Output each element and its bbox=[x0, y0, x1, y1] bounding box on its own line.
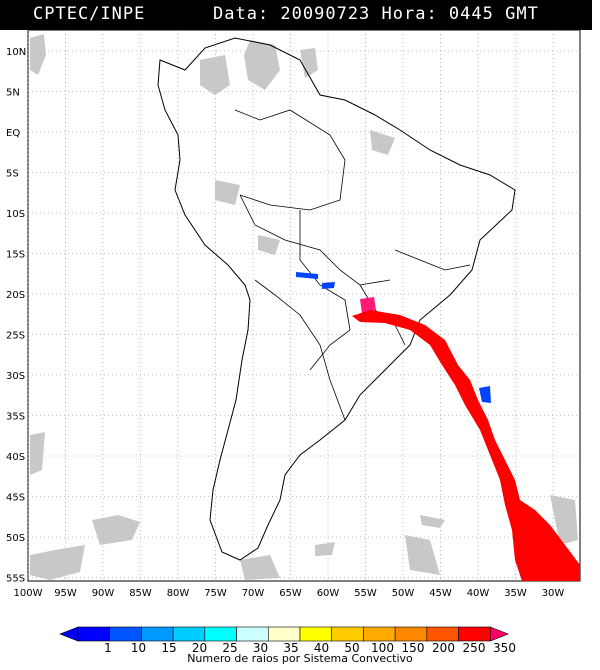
lon-label: 80W bbox=[167, 588, 190, 599]
lon-label: 50W bbox=[392, 588, 415, 599]
south-america-coastline bbox=[157, 37, 516, 561]
lat-label: 15S bbox=[6, 250, 25, 261]
title-bar: CPTEC/INPE Data: 20090723 Hora: 0445 GMT bbox=[0, 0, 592, 30]
lon-label: 85W bbox=[129, 588, 152, 599]
legend-value: 25 bbox=[222, 641, 237, 655]
lon-label: 60W bbox=[317, 588, 340, 599]
lat-label: 30S bbox=[6, 371, 25, 382]
lat-label: 10N bbox=[6, 47, 26, 58]
country-borders bbox=[234, 109, 471, 421]
lightning-map: 10N5NEQ5S10S15S20S25S30S35S40S45S50S55S … bbox=[6, 30, 581, 655]
legend-value: 20 bbox=[192, 641, 207, 655]
legend-swatch bbox=[141, 626, 174, 642]
legend-value: 200 bbox=[432, 641, 455, 655]
lat-label: 55S bbox=[6, 574, 25, 585]
legend-swatch bbox=[172, 626, 206, 642]
legend-value: 1 bbox=[104, 641, 112, 655]
legend-swatch bbox=[394, 626, 428, 642]
legend-value: 15 bbox=[161, 641, 176, 655]
lon-label: 35W bbox=[504, 588, 527, 599]
lat-label: 25S bbox=[6, 331, 25, 342]
lon-label: 55W bbox=[354, 588, 377, 599]
lat-label: 45S bbox=[6, 493, 25, 504]
source-label: CPTEC/INPE bbox=[33, 4, 146, 24]
lon-label: 30W bbox=[542, 588, 565, 599]
lon-label: 75W bbox=[204, 588, 227, 599]
legend-value: 350 bbox=[493, 641, 516, 655]
lat-label: 40S bbox=[6, 452, 25, 463]
grid-lines bbox=[27, 30, 580, 581]
legend-value: 150 bbox=[402, 641, 425, 655]
convective-systems bbox=[296, 272, 580, 581]
lat-label: EQ bbox=[6, 128, 20, 139]
legend-value: 10 bbox=[131, 641, 146, 655]
lat-label: 50S bbox=[6, 533, 25, 544]
legend-swatch bbox=[426, 626, 459, 642]
lon-label: 65W bbox=[279, 588, 302, 599]
lon-label: 70W bbox=[242, 588, 265, 599]
date-time-label: Data: 20090723 Hora: 0445 GMT bbox=[213, 4, 539, 24]
lat-label: 10S bbox=[6, 209, 25, 220]
legend-value: 40 bbox=[314, 641, 329, 655]
legend-swatch bbox=[204, 626, 237, 642]
legend-value: 30 bbox=[253, 641, 268, 655]
lat-label: 35S bbox=[6, 412, 25, 423]
legend-swatch bbox=[299, 626, 333, 642]
legend-arrow-right bbox=[489, 626, 510, 642]
legend-caption: Numero de raios por Sistema Convectivo bbox=[187, 652, 413, 665]
legend-swatch bbox=[109, 626, 142, 642]
legend-swatch bbox=[363, 626, 396, 642]
lat-label: 20S bbox=[6, 290, 25, 301]
lon-label: 40W bbox=[467, 588, 490, 599]
legend-value: 50 bbox=[344, 641, 359, 655]
legend-swatch bbox=[331, 626, 364, 642]
map-frame bbox=[27, 30, 581, 582]
lon-label: 45W bbox=[429, 588, 452, 599]
legend-arrow-left bbox=[59, 626, 79, 642]
legend-value: 35 bbox=[283, 641, 298, 655]
legend-value: 250 bbox=[463, 641, 486, 655]
legend-swatch bbox=[77, 626, 111, 642]
cloud-areas bbox=[30, 34, 578, 580]
legend-swatch bbox=[236, 626, 269, 642]
lon-label: 90W bbox=[92, 588, 115, 599]
lat-label: 5S bbox=[6, 169, 19, 180]
legend-swatch bbox=[267, 626, 301, 642]
lon-label: 95W bbox=[54, 588, 77, 599]
lat-label: 5N bbox=[6, 88, 20, 99]
legend-value: 100 bbox=[371, 641, 394, 655]
legend-swatch bbox=[458, 626, 491, 642]
lon-label: 100W bbox=[14, 588, 43, 599]
color-legend: 1 10 15 20 25 30 35 40 50 100 150 200 250 350 bbox=[59, 626, 516, 655]
